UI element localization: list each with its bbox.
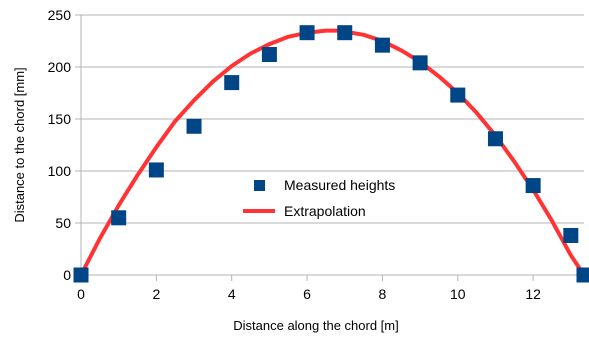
legend-label-measured: Measured heights — [284, 177, 395, 193]
measured-height-point — [111, 210, 127, 226]
y-tick-label: 250 — [48, 7, 72, 23]
measured-height-point — [261, 47, 277, 63]
y-tick-label: 50 — [55, 215, 71, 231]
x-tick-label: 0 — [77, 286, 85, 302]
x-tick-label: 6 — [303, 286, 311, 302]
measured-height-point — [450, 87, 466, 103]
y-axis-title: Distance to the chord [mm] — [12, 67, 27, 222]
measured-height-point — [186, 118, 202, 134]
legend-marker-measured — [254, 180, 265, 191]
x-tick-label: 10 — [450, 286, 466, 302]
y-tick-label: 200 — [48, 59, 72, 75]
scatter-series — [73, 25, 589, 283]
measured-height-point — [563, 227, 579, 243]
measured-height-point — [374, 37, 390, 53]
legend-label-extrapolation: Extrapolation — [284, 203, 366, 219]
x-tick-label: 8 — [379, 286, 387, 302]
measured-height-point — [148, 162, 164, 178]
y-tick-label: 0 — [63, 267, 71, 283]
measured-height-point — [299, 25, 315, 41]
axes: 0 50 100 150 200 250 0 2 4 6 8 10 12 — [48, 7, 584, 302]
x-tick-label: 12 — [525, 286, 541, 302]
y-tick-label: 150 — [48, 111, 72, 127]
measured-height-point — [224, 75, 240, 91]
x-tick-label: 2 — [152, 286, 160, 302]
x-tick-label: 4 — [228, 286, 236, 302]
measured-height-point — [337, 25, 353, 41]
measured-height-point — [576, 267, 589, 283]
measured-height-point — [73, 267, 89, 283]
legend: Measured heights Extrapolation — [243, 177, 395, 219]
y-tick-label: 100 — [48, 163, 72, 179]
measured-height-point — [412, 55, 428, 71]
measured-height-point — [525, 178, 541, 194]
x-axis-title: Distance along the chord [m] — [233, 318, 398, 333]
measured-height-point — [487, 131, 503, 147]
